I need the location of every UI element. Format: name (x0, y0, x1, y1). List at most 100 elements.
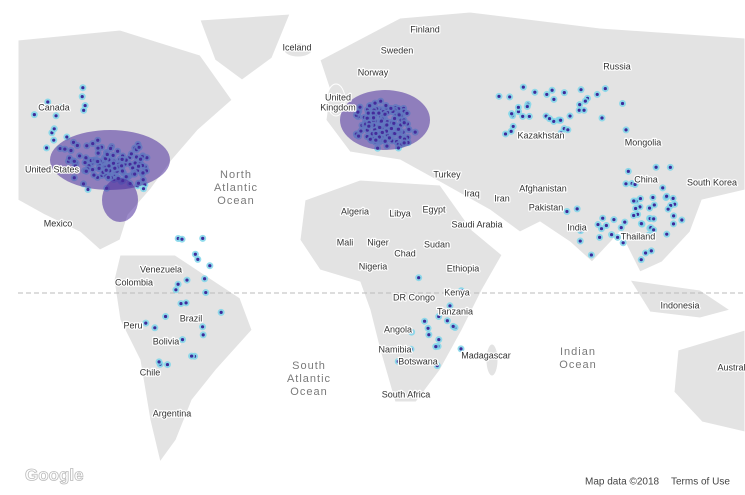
marker-core (201, 333, 205, 337)
marker-core (165, 362, 170, 367)
marker-core (550, 88, 554, 92)
ocean-label: Indian (560, 346, 596, 358)
markers (30, 83, 686, 370)
marker-core (200, 325, 205, 329)
marker-core (547, 116, 552, 121)
marker-core (552, 119, 556, 124)
marker-core (620, 101, 625, 106)
place-label: Niger (367, 237, 389, 247)
place-label: Namibia (378, 344, 411, 354)
marker-core (672, 214, 676, 218)
marker-core (52, 127, 56, 131)
place-label: Australia (717, 362, 745, 372)
place-label: South Korea (687, 177, 737, 187)
marker-core (59, 105, 63, 110)
place-label: Iran (494, 193, 510, 203)
marker-core (638, 205, 642, 209)
place-label: South Africa (382, 389, 431, 399)
place-label: United (325, 92, 351, 102)
marker-core (668, 165, 672, 169)
place-label: Peru (123, 320, 142, 330)
marker-core (503, 132, 508, 136)
marker-core (527, 114, 531, 119)
marker-core (508, 95, 512, 99)
marker-core (176, 282, 180, 286)
marker-cluster (102, 178, 138, 222)
labels: Canada United States Mexico Venezuela Colomb… (24, 23, 745, 420)
marker-core (208, 264, 212, 268)
marker-core (652, 203, 656, 207)
marker-core (598, 235, 602, 239)
marker-core (451, 324, 455, 328)
marker-core (651, 195, 655, 200)
marker-core (157, 360, 161, 364)
place-label: Brazil (180, 313, 203, 323)
marker-core (459, 289, 463, 293)
place-label: Chile (140, 367, 161, 377)
marker-core (516, 110, 521, 114)
marker-core (638, 196, 643, 201)
marker-core (46, 100, 50, 104)
place-label: Mali (337, 237, 354, 247)
marker-core (654, 165, 658, 169)
marker-core (619, 225, 623, 230)
marker-core (180, 237, 184, 241)
terms-of-use[interactable]: Terms of Use (671, 477, 730, 488)
marker-core (568, 114, 572, 118)
marker-core (54, 114, 58, 118)
marker-core (65, 135, 69, 139)
marker-core (427, 333, 431, 337)
map-data[interactable]: Map data ©2018 (585, 477, 660, 488)
marker-core (185, 278, 189, 282)
marker-core (437, 314, 441, 319)
marker-core (203, 277, 207, 281)
place-label: Iceland (282, 42, 311, 52)
marker-core (647, 206, 652, 210)
marker-core (219, 310, 223, 314)
place-label: Colombia (115, 277, 153, 287)
place-label: Canada (38, 102, 70, 112)
marker-core (639, 258, 643, 262)
place-label: Iraq (464, 188, 480, 198)
marker-core (153, 326, 157, 330)
marker-core (521, 114, 525, 118)
marker-core (52, 138, 56, 142)
marker-core (196, 257, 200, 261)
marker-core (665, 194, 669, 198)
marker-core (649, 249, 653, 253)
marker-core (578, 239, 582, 243)
marker-core (163, 314, 168, 319)
marker-core (417, 276, 421, 280)
marker-core (422, 319, 427, 323)
marker-core (565, 209, 569, 214)
marker-core (595, 92, 599, 97)
marker-core (671, 222, 676, 226)
marker-core (516, 105, 520, 109)
marker-core (521, 85, 525, 89)
marker-core (184, 301, 188, 305)
marker-core (643, 251, 648, 255)
place-label: Indonesia (660, 300, 699, 310)
marker-core (81, 86, 85, 90)
marker-core (189, 354, 194, 358)
marker-core (448, 304, 452, 308)
marker-core (552, 97, 556, 101)
ocean-label: Ocean (217, 195, 254, 207)
marker-core (82, 108, 86, 112)
marker-core (601, 216, 605, 220)
place-label: Turkey (433, 169, 461, 179)
marker-core (596, 222, 600, 227)
place-label: China (634, 174, 658, 184)
marker-core (179, 301, 183, 306)
place-label: Nigeria (359, 261, 388, 271)
marker-cluster (340, 90, 430, 150)
marker-core (144, 321, 148, 325)
marker-core (609, 233, 614, 237)
marker-core (624, 128, 628, 132)
marker-core (533, 90, 537, 94)
place-label: United States (25, 164, 80, 174)
place-label: Libya (389, 208, 411, 218)
marker-core (632, 213, 636, 218)
